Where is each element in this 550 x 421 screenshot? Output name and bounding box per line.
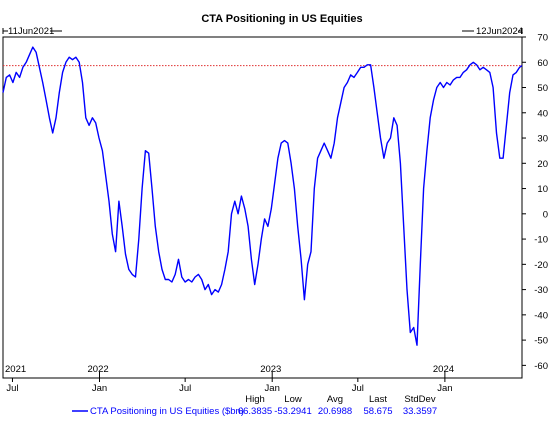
stats-value: 33.3597 bbox=[403, 406, 437, 417]
stats-value: 66.3835 bbox=[238, 406, 272, 417]
stats-header: Low bbox=[284, 394, 302, 405]
stats-value: 20.6988 bbox=[318, 406, 352, 417]
y-tick-label: 20 bbox=[537, 159, 548, 170]
y-tick-label: 50 bbox=[537, 83, 548, 94]
x-axis: 2021 2022 2023 2024 Jul Jan Jul Jan Jul Jan bbox=[5, 364, 454, 394]
month-label: Jul bbox=[352, 383, 364, 394]
month-label: Jan bbox=[437, 383, 452, 394]
month-label: Jan bbox=[92, 383, 107, 394]
y-tick-label: -50 bbox=[534, 336, 548, 347]
stats-table: High Low Avg Last StdDev 66.3835 -53.2941 20.69… bbox=[238, 394, 437, 417]
y-tick-label: 0 bbox=[543, 209, 548, 220]
month-label: Jan bbox=[265, 383, 280, 394]
year-label: 2023 bbox=[260, 364, 281, 375]
start-date-label: 11Jun2021 bbox=[8, 26, 54, 37]
month-label: Jul bbox=[6, 383, 18, 394]
year-label: 2022 bbox=[88, 364, 109, 375]
stats-header: Avg bbox=[327, 394, 343, 405]
y-tick-label: -40 bbox=[534, 310, 548, 321]
y-tick-label: -10 bbox=[534, 235, 548, 246]
year-label: 2021 bbox=[5, 364, 26, 375]
y-tick-label: 30 bbox=[537, 134, 548, 145]
plot-area bbox=[2, 36, 523, 379]
y-tick-label: 10 bbox=[537, 184, 548, 195]
y-tick-label: 60 bbox=[537, 58, 548, 69]
legend: CTA Positioning in US Equities ($bn) bbox=[72, 406, 244, 417]
stats-header: StdDev bbox=[404, 394, 435, 405]
stats-value: 58.675 bbox=[363, 406, 392, 417]
end-date-label: 12Jun2024 bbox=[476, 26, 523, 37]
y-tick-label: -60 bbox=[534, 361, 548, 372]
month-label: Jul bbox=[179, 383, 191, 394]
chart-title: CTA Positioning in US Equities bbox=[201, 13, 362, 25]
y-tick-label: -20 bbox=[534, 260, 548, 271]
start-date-marker: 11Jun2021 bbox=[2, 26, 62, 37]
stats-header: Last bbox=[369, 394, 387, 405]
year-label: 2024 bbox=[433, 364, 454, 375]
stats-header: High bbox=[245, 394, 265, 405]
series-line bbox=[2, 46, 523, 346]
y-tick-label: -30 bbox=[534, 285, 548, 296]
y-axis: 70 60 50 40 30 20 10 0 -10 -20 -30 -40 -50 -60 bbox=[522, 33, 548, 372]
y-tick-label: 70 bbox=[537, 33, 548, 44]
end-date-marker: 12Jun2024 bbox=[462, 26, 523, 37]
stats-value: -53.2941 bbox=[274, 406, 312, 417]
y-tick-label: 40 bbox=[537, 108, 548, 119]
legend-label: CTA Positioning in US Equities ($bn) bbox=[90, 406, 244, 417]
series-layer bbox=[2, 46, 523, 346]
